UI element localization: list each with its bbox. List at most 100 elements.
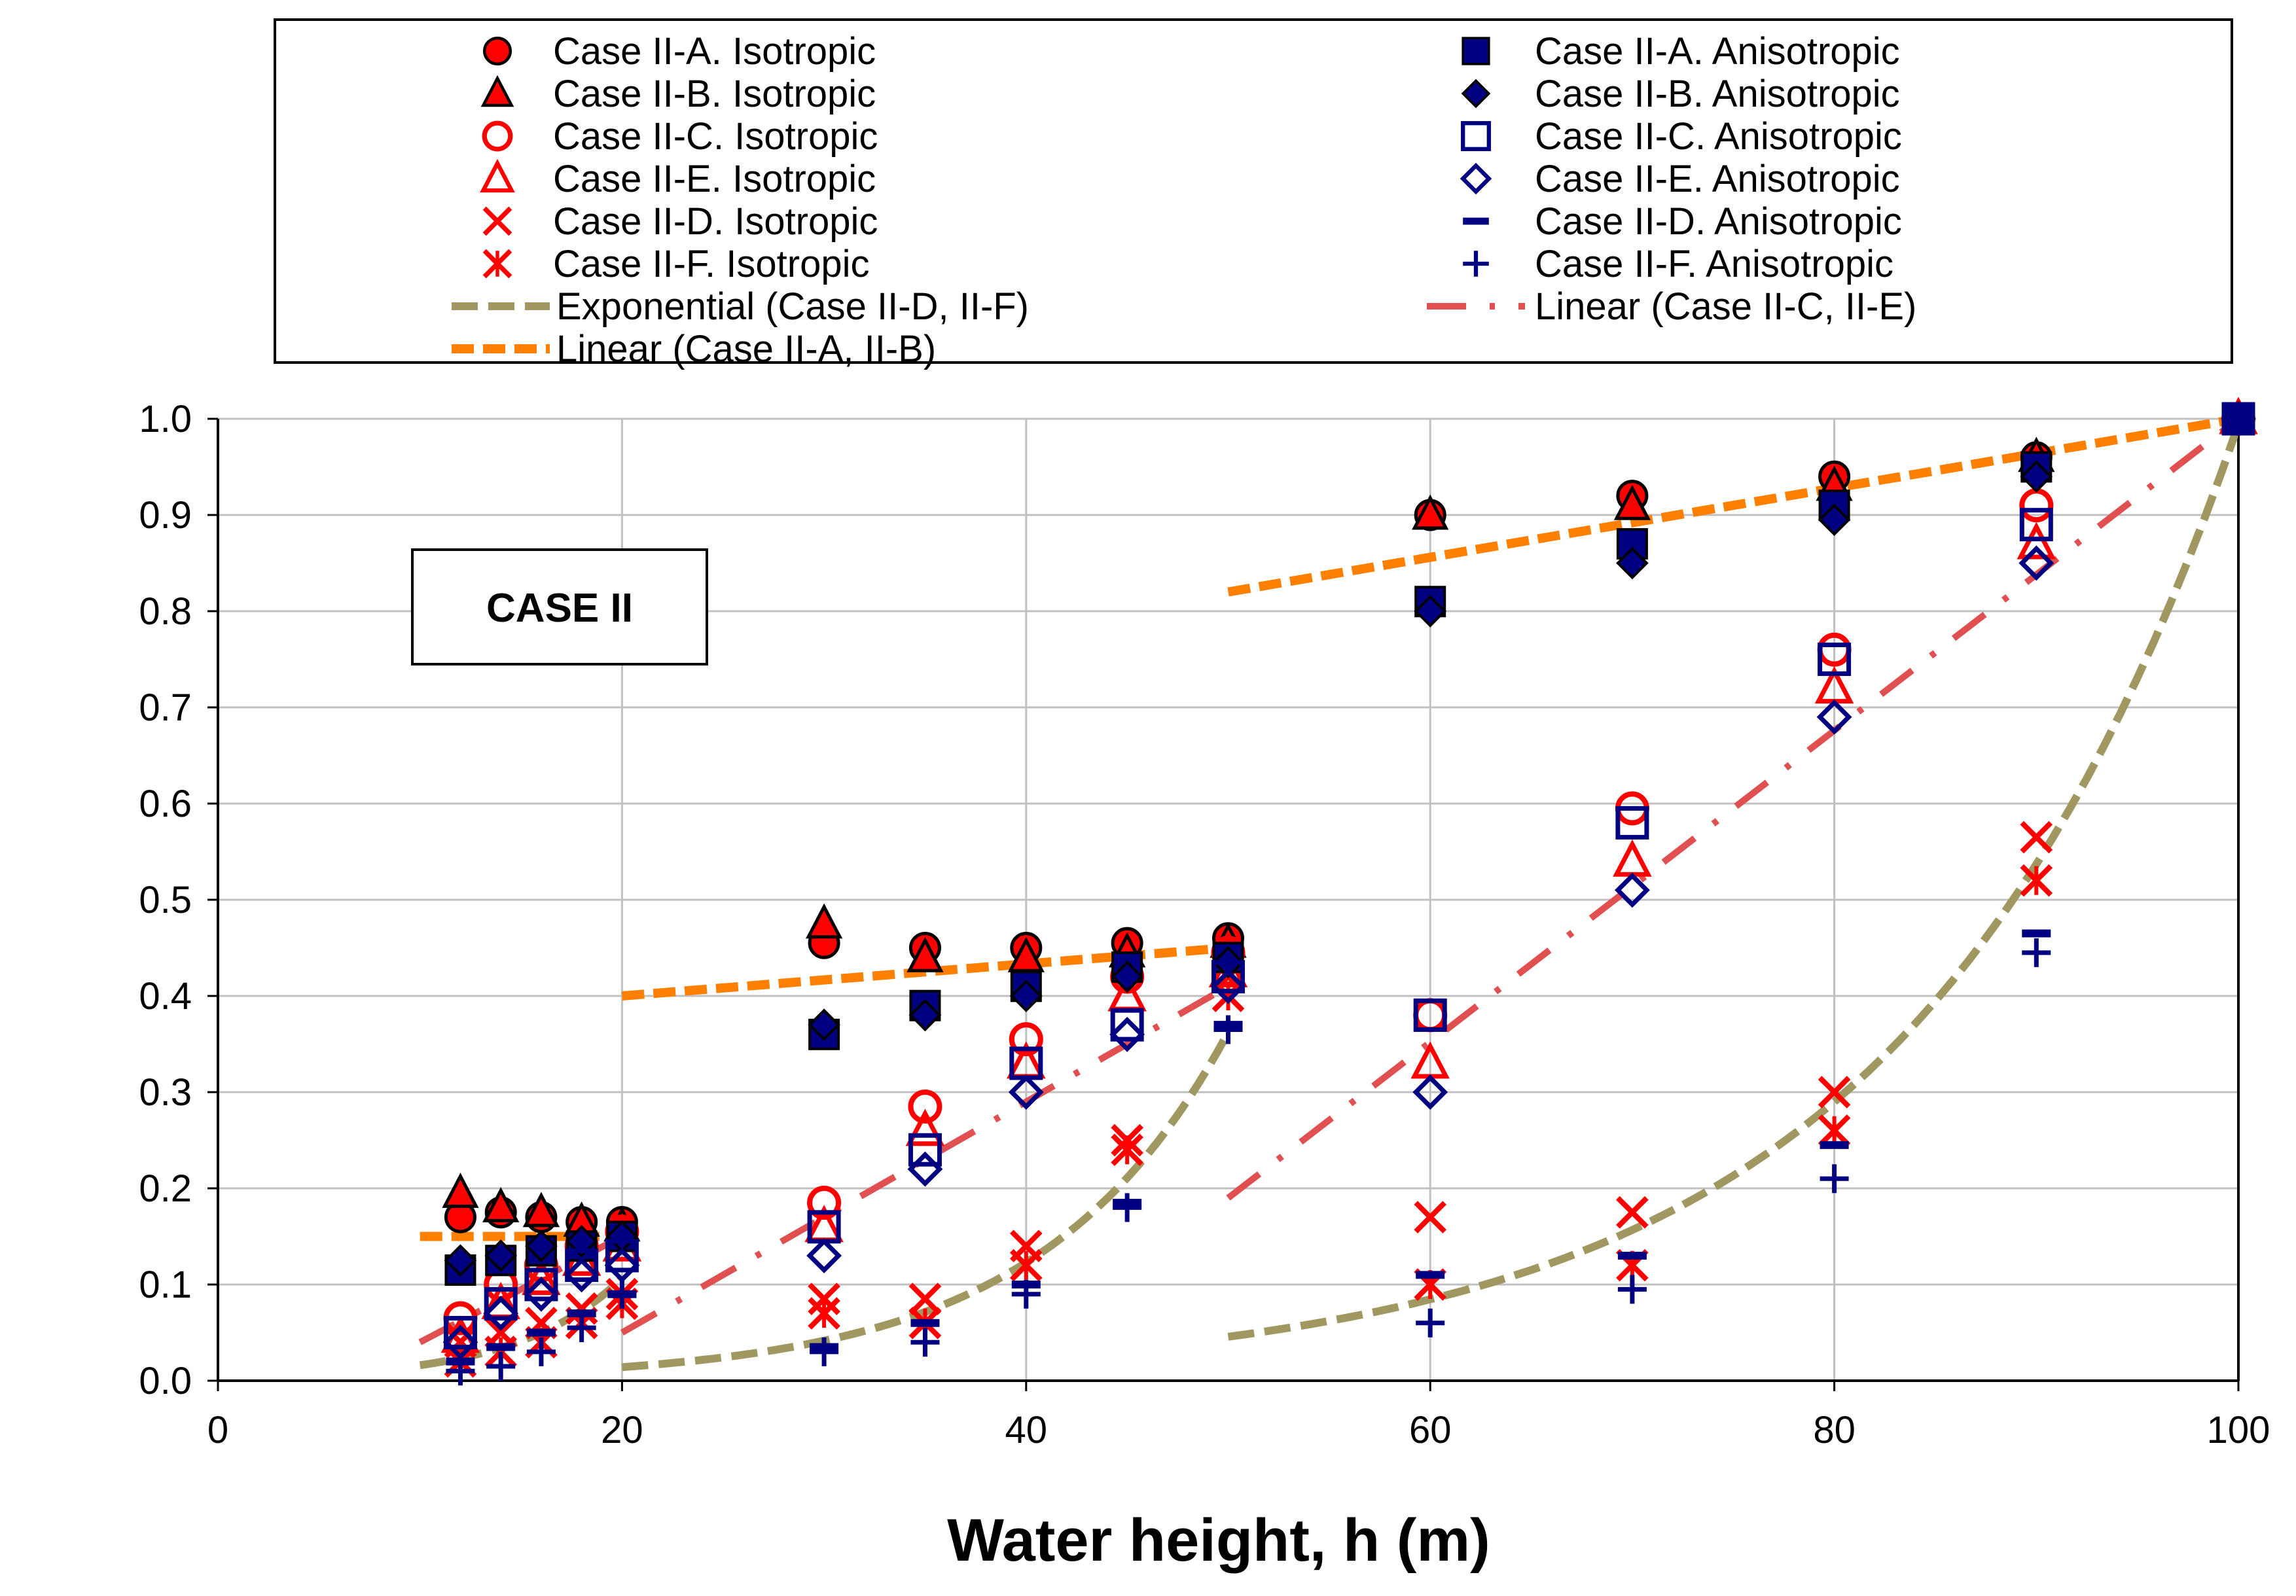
trendline-segment	[620, 983, 1230, 1336]
data-point	[525, 1230, 558, 1263]
data-point	[1818, 1076, 1851, 1108]
data-point	[1414, 1201, 1447, 1233]
marker-shape	[444, 1244, 477, 1277]
data-point	[526, 1337, 556, 1366]
x-tick-label: 100	[2207, 1409, 2270, 1451]
data-point	[2224, 404, 2253, 433]
data-point	[1113, 1193, 1142, 1222]
data-point	[1816, 699, 1852, 735]
marker-shape	[2018, 545, 2054, 581]
marker-shape	[1007, 936, 1045, 972]
legend-label: Case II-C. Isotropic	[553, 115, 878, 158]
data-point	[2017, 522, 2056, 559]
legend-marker	[482, 120, 513, 152]
data-point	[1614, 872, 1650, 908]
y-tick-label: 0.2	[139, 1167, 192, 1210]
legend-marker	[482, 36, 512, 66]
annotation-label: CASE II	[486, 586, 633, 631]
data-point	[810, 1337, 839, 1366]
x-tick-label: 0	[207, 1409, 228, 1451]
marker-shape	[1818, 503, 1851, 537]
trendline-segment	[1226, 416, 2241, 1201]
data-point	[483, 1296, 519, 1332]
data-point	[2018, 545, 2054, 581]
marker-shape	[805, 903, 843, 939]
data-point	[1413, 998, 1447, 1032]
marker-shape	[526, 1328, 556, 1337]
data-point	[1011, 1279, 1041, 1309]
marker-shape	[442, 1324, 478, 1360]
marker-shape	[2020, 460, 2053, 493]
marker-shape	[486, 1343, 516, 1351]
data-point	[1818, 1114, 1851, 1147]
legend-label: Case II-D. Isotropic	[553, 200, 878, 243]
data-point	[1820, 1164, 1849, 1194]
marker-shape	[808, 1008, 840, 1041]
data-point	[446, 1357, 475, 1386]
marker-shape	[525, 1230, 558, 1263]
x-axis-title: Water height, h (m)	[947, 1507, 1490, 1574]
y-tick-label: 0.3	[139, 1071, 192, 1114]
legend-label: Case II-A. Anisotropic	[1535, 30, 1900, 73]
marker-shape	[1412, 494, 1449, 530]
data-point	[1009, 980, 1043, 1012]
marker-shape	[484, 1239, 518, 1272]
legend-marker	[482, 249, 512, 279]
y-tick-label: 0.5	[139, 879, 192, 921]
data-point	[1211, 980, 1245, 1012]
legend-marker	[1461, 121, 1491, 151]
legend-label: Exponential (Case II-D, II-F)	[556, 285, 1029, 328]
data-point	[2020, 864, 2053, 897]
data-point	[808, 1297, 840, 1330]
marker-shape	[482, 36, 512, 66]
marker-shape	[1414, 1201, 1447, 1233]
legend-marker	[1463, 217, 1489, 225]
data-point	[1111, 960, 1143, 993]
y-tick-label: 0.7	[139, 686, 192, 729]
data-point	[1111, 1133, 1143, 1167]
trendline-segment	[1227, 423, 2242, 1341]
marker-shape	[1414, 595, 1447, 628]
data-point	[1613, 839, 1652, 877]
marker-shape	[1616, 546, 1649, 580]
marker-shape	[1460, 162, 1492, 195]
marker-shape	[908, 1090, 942, 1124]
marker-shape	[1614, 872, 1650, 908]
legend-label: Case II-C. Anisotropic	[1535, 115, 1902, 158]
y-tick-label: 0.9	[139, 494, 192, 537]
data-point	[1008, 1074, 1044, 1110]
legend-label: Case II-E. Anisotropic	[1535, 158, 1900, 200]
data-point	[1009, 1249, 1043, 1282]
data-point	[565, 1225, 598, 1258]
marker-shape	[483, 1296, 519, 1332]
marker-shape	[808, 1283, 840, 1315]
marker-shape	[442, 1172, 479, 1208]
data-point	[2020, 460, 2053, 493]
x-tick-label: 20	[601, 1409, 643, 1451]
data-point	[808, 1283, 840, 1315]
legend-label: Case II-F. Isotropic	[553, 243, 869, 285]
data-point	[908, 1133, 942, 1167]
legend-box	[274, 18, 2233, 364]
marker-shape	[480, 158, 515, 193]
marker-shape	[908, 1133, 942, 1167]
data-point	[522, 1192, 560, 1228]
legend-marker	[1460, 162, 1492, 195]
data-point	[1109, 1016, 1145, 1052]
data-point	[604, 1247, 640, 1283]
marker-shape	[1412, 1074, 1448, 1110]
data-point	[1416, 1308, 1445, 1338]
data-point	[908, 1090, 942, 1124]
data-point	[1211, 960, 1245, 994]
x-tick-label: 40	[1005, 1409, 1048, 1451]
marker-shape	[1210, 968, 1246, 1004]
data-points	[440, 397, 2258, 1386]
marker-shape	[908, 999, 942, 1032]
y-tick-label: 0.0	[139, 1360, 192, 1402]
data-point	[1412, 494, 1449, 530]
data-point	[1615, 806, 1649, 840]
y-tick-label: 1.0	[139, 398, 192, 440]
data-point	[2022, 938, 2051, 967]
